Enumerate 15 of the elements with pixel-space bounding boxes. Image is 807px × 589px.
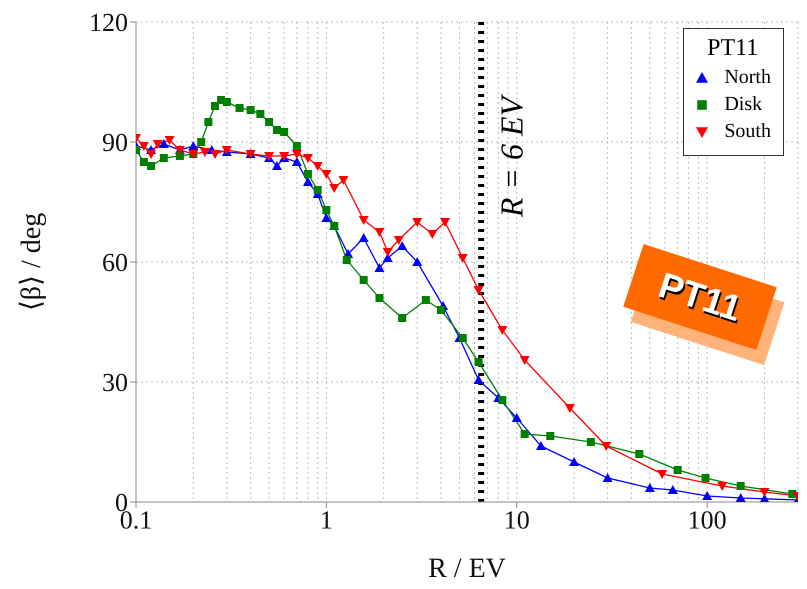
legend-title: PT11 [706, 35, 760, 62]
legend-label: South [724, 120, 771, 143]
y-axis-title: ⟨β⟩ / deg [16, 212, 47, 312]
x-tick-label: 10 [504, 505, 530, 534]
x-axis-title: R / EV [428, 553, 506, 584]
ref-line-label: R = 6 EV [494, 93, 530, 218]
legend-label: North [724, 66, 771, 89]
y-tick-label: 90 [102, 128, 128, 158]
y-tick-label: 60 [102, 248, 128, 278]
annotation: PT11 [623, 244, 777, 350]
legend-label: Disk [724, 93, 762, 116]
x-tick-label: 1 [320, 505, 333, 534]
x-tick-label: 100 [688, 505, 727, 534]
y-tick-label: 30 [102, 368, 128, 398]
y-tick-label: 120 [89, 8, 128, 38]
